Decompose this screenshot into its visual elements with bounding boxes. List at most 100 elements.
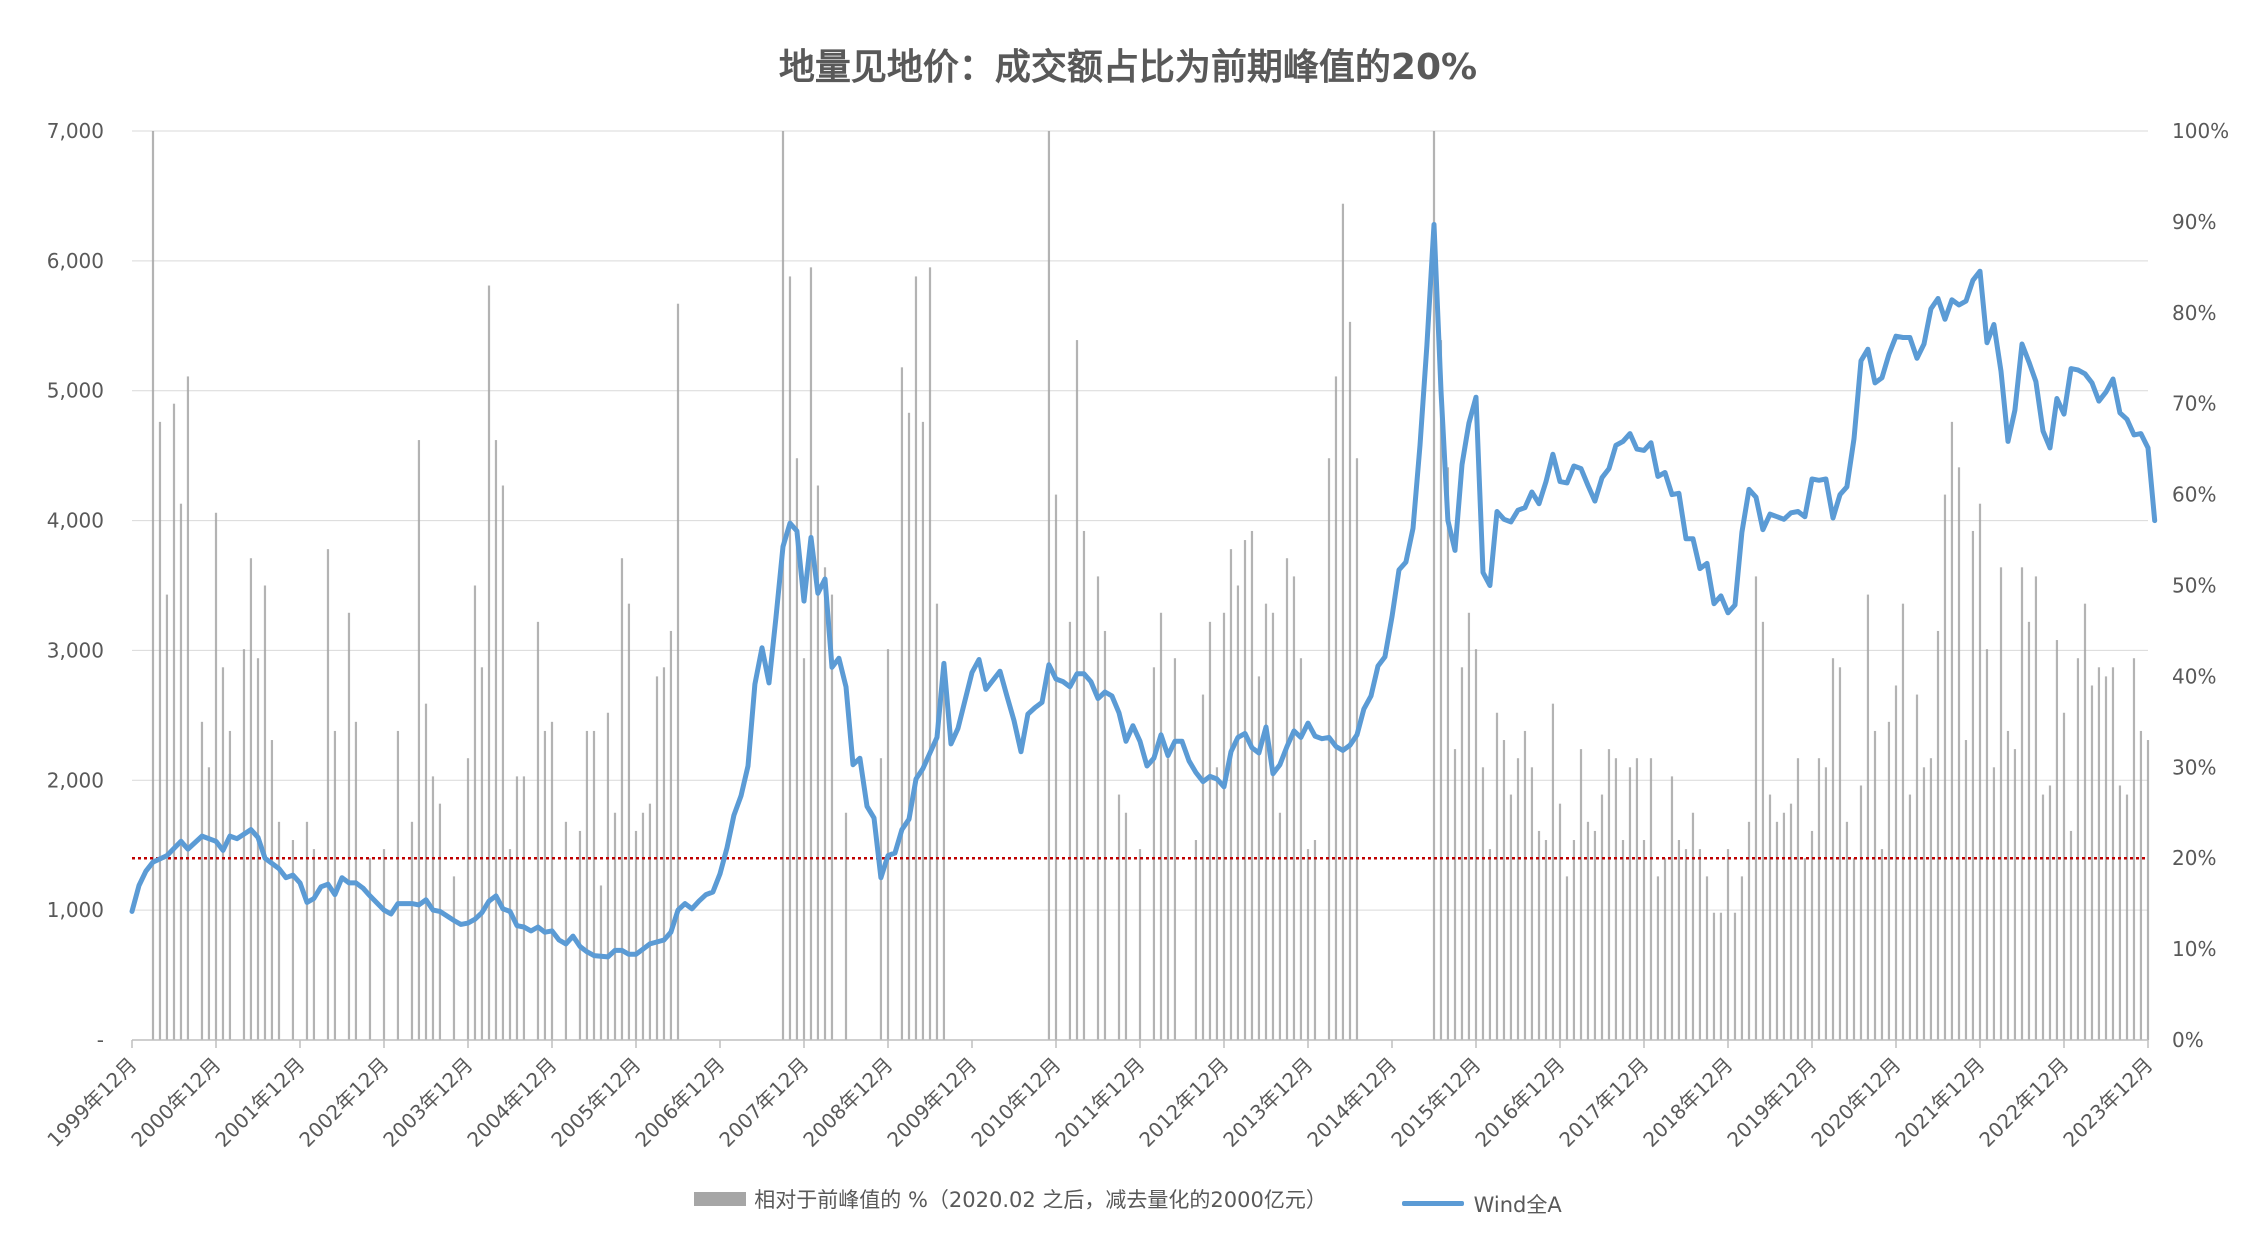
bar: [2139, 730, 2143, 1040]
bar: [1656, 876, 1660, 1040]
bar: [2062, 712, 2066, 1040]
bar: [263, 585, 267, 1040]
bar: [1957, 467, 1961, 1041]
bar: [452, 876, 456, 1040]
grid-lines: [132, 130, 2148, 911]
x-tick-label: 2010年12月: [966, 1053, 1065, 1152]
bar: [1208, 621, 1212, 1040]
bar: [1159, 612, 1163, 1040]
bar: [676, 303, 680, 1041]
bar: [277, 821, 281, 1040]
bar: [1600, 794, 1604, 1040]
bar: [221, 667, 225, 1040]
bar: [844, 812, 848, 1040]
bar: [634, 830, 638, 1040]
x-tick-label: 2009年12月: [882, 1053, 981, 1152]
bar: [1194, 840, 1198, 1040]
bar: [333, 730, 337, 1040]
bar: [207, 767, 211, 1040]
y-left-tick-label: 6,000: [47, 249, 104, 273]
legend: 相对于前峰值的 %（2020.02 之后，减去量化的2000亿元） Wind全A: [0, 1184, 2256, 1219]
bar: [1768, 794, 1772, 1040]
line-series-wind-a: [129, 222, 2158, 960]
bar: [781, 131, 785, 1040]
x-tick-label: 2023年12月: [2058, 1053, 2157, 1152]
y-right-tick-label: 10%: [2172, 937, 2216, 961]
bar: [1495, 712, 1499, 1040]
bar: [1999, 567, 2003, 1040]
bar: [935, 603, 939, 1040]
bar: [613, 812, 617, 1040]
bar: [1313, 840, 1317, 1040]
bar: [1474, 649, 1478, 1040]
y-right-tick-label: 0%: [2172, 1028, 2204, 1052]
bar: [1712, 912, 1716, 1040]
bar: [1670, 776, 1674, 1040]
bar: [606, 712, 610, 1040]
bar: [1929, 758, 1933, 1040]
bar: [1950, 421, 1954, 1040]
bar: [788, 276, 792, 1040]
y-left-tick-label: 3,000: [47, 638, 104, 662]
legend-swatch-line: [1401, 1201, 1464, 1206]
bar: [599, 885, 603, 1040]
bar: [1355, 458, 1359, 1040]
bar: [1642, 840, 1646, 1040]
y-left-tick-label: 4,000: [47, 509, 104, 533]
y-right-tick-label: 70%: [2172, 392, 2216, 416]
x-tick-label: 2014年12月: [1302, 1053, 1401, 1152]
bar-series: [151, 131, 2150, 1041]
bar: [662, 667, 666, 1040]
bar: [1684, 849, 1688, 1040]
bar: [914, 276, 918, 1040]
x-tick-label: 2007年12月: [714, 1053, 813, 1152]
bar: [1628, 767, 1632, 1040]
x-tick-label: 2005年12月: [546, 1053, 645, 1152]
bar: [900, 367, 904, 1041]
x-tick-label: 2013年12月: [1218, 1053, 1317, 1152]
bar: [1607, 749, 1611, 1040]
legend-swatch-bar: [694, 1192, 747, 1206]
bar: [1747, 821, 1751, 1040]
bar: [1509, 794, 1513, 1040]
x-tick-label: 2021年12月: [1890, 1053, 1989, 1152]
bar: [1075, 340, 1079, 1040]
bar: [1936, 630, 1940, 1040]
bar: [424, 703, 428, 1040]
bar: [830, 594, 834, 1040]
bar: [1740, 876, 1744, 1040]
bar: [1810, 830, 1814, 1040]
bar: [585, 730, 589, 1040]
bar: [2146, 740, 2150, 1040]
bar: [1467, 612, 1471, 1040]
bar: [1859, 785, 1863, 1040]
bar: [921, 421, 925, 1040]
x-tick-label: 2011年12月: [1050, 1053, 1149, 1152]
bar: [1838, 667, 1842, 1040]
bar: [1733, 912, 1737, 1040]
x-tick-label: 2015年12月: [1386, 1053, 1485, 1152]
bar: [1649, 758, 1653, 1040]
bar: [1572, 840, 1576, 1040]
bar: [2083, 603, 2087, 1040]
x-tick-label: 2000年12月: [126, 1053, 225, 1152]
bar: [1082, 530, 1086, 1040]
bar: [1894, 685, 1898, 1040]
bar: [2118, 785, 2122, 1040]
bar: [1439, 340, 1443, 1040]
bar: [179, 503, 183, 1040]
bar: [627, 603, 631, 1040]
bar: [1831, 658, 1835, 1040]
bar: [2111, 667, 2115, 1040]
legend-item-bars: 相对于前峰值的 %（2020.02 之后，减去量化的2000亿元）: [694, 1184, 1327, 1214]
bar: [886, 649, 890, 1040]
bar: [648, 803, 652, 1040]
bar: [1488, 849, 1492, 1040]
bar: [564, 821, 568, 1040]
bar: [1698, 849, 1702, 1040]
bar: [1292, 576, 1296, 1040]
bar: [1537, 830, 1541, 1040]
bar: [1544, 840, 1548, 1040]
bar: [1985, 649, 1989, 1040]
y-right-tick-label: 20%: [2172, 846, 2216, 870]
